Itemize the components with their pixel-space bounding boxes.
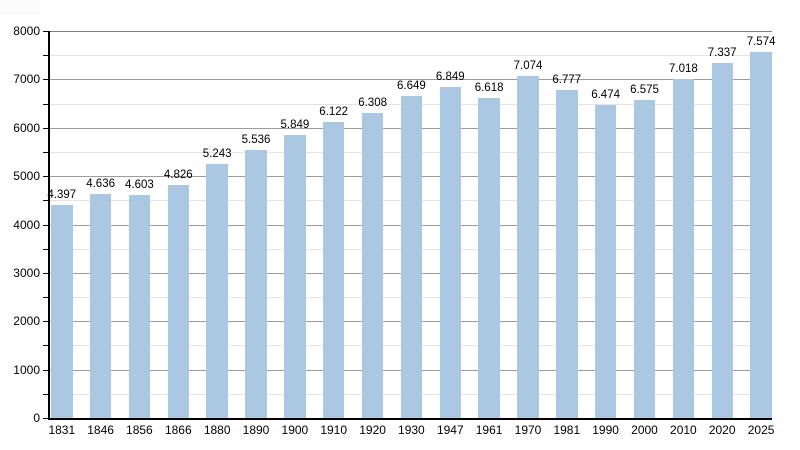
x-axis-label-1970: 1970 xyxy=(514,423,542,437)
y-axis-tick xyxy=(43,345,48,347)
x-axis-label-1947: 1947 xyxy=(436,423,464,437)
x-axis-label-1930: 1930 xyxy=(398,423,425,437)
bar-1890 xyxy=(245,150,267,418)
bar-value-label-1856: 4.603 xyxy=(125,179,154,192)
y-axis-tick xyxy=(43,103,48,105)
bar-1970 xyxy=(517,75,539,418)
bar-1981 xyxy=(556,90,578,418)
bar-1880 xyxy=(206,164,228,418)
bar-value-label-1947: 6.849 xyxy=(435,70,465,83)
y-axis-label: 6000 xyxy=(13,120,40,135)
bar-value-label-2020: 7.337 xyxy=(707,47,737,60)
bar-value-label-2025: 7.574 xyxy=(746,35,776,48)
bar-1856 xyxy=(128,195,151,418)
bar-value-label-2010: 7.018 xyxy=(669,62,698,75)
bar-1831 xyxy=(51,205,73,418)
y-axis-label: 2000 xyxy=(13,314,40,329)
bar-2025 xyxy=(750,51,772,418)
bar-value-label-1866: 4.826 xyxy=(163,168,193,181)
x-axis-label-1866: 1866 xyxy=(164,423,192,437)
y-axis-tick xyxy=(43,272,48,274)
bar-value-label-1910: 6.122 xyxy=(319,105,349,118)
bar-value-label-2000: 6.575 xyxy=(630,83,659,96)
y-axis-tick xyxy=(43,393,48,395)
y-axis-tick xyxy=(43,224,48,226)
x-axis-label-1910: 1910 xyxy=(320,423,348,437)
x-axis-line xyxy=(48,417,772,420)
bar-1947 xyxy=(439,86,461,418)
x-axis-label-1990: 1990 xyxy=(592,423,619,437)
x-axis-label-2000: 2000 xyxy=(631,423,658,437)
y-axis-tick xyxy=(43,369,48,371)
bar-2020 xyxy=(711,63,733,418)
bar-value-label-1920: 6.308 xyxy=(358,96,387,109)
y-axis-tick xyxy=(43,321,48,323)
x-axis-label-1981: 1981 xyxy=(553,423,581,437)
x-axis-label-2025: 2025 xyxy=(747,423,775,437)
bar-1866 xyxy=(167,184,190,418)
bar-value-label-1970: 7.074 xyxy=(513,59,543,72)
y-axis-tick xyxy=(43,176,48,178)
y-axis-tick xyxy=(43,418,48,419)
bar-1920 xyxy=(361,112,384,418)
bar-2010 xyxy=(672,78,695,418)
bar-1990 xyxy=(594,104,617,418)
y-axis-label: 7000 xyxy=(13,72,40,87)
bar-value-label-1990: 6.474 xyxy=(591,88,620,101)
x-axis-label-1961: 1961 xyxy=(475,423,503,437)
x-axis-label-1900: 1900 xyxy=(281,423,309,437)
y-axis-line xyxy=(48,31,50,419)
bar-1930 xyxy=(400,96,423,418)
y-axis-tick xyxy=(43,297,48,299)
x-axis-label-1856: 1856 xyxy=(126,423,153,437)
y-axis-tick xyxy=(43,127,48,129)
bar-value-label-1880: 5.243 xyxy=(202,148,232,161)
x-axis-label-1831: 1831 xyxy=(48,423,76,437)
bar-1900 xyxy=(284,135,306,418)
y-axis-tick xyxy=(43,31,48,32)
bar-value-label-1981: 6.777 xyxy=(552,74,582,87)
y-axis-label: 3000 xyxy=(13,265,40,280)
y-axis-label: 1000 xyxy=(13,362,40,377)
y-axis-label: 0 xyxy=(33,411,40,425)
bar-value-label-1890: 5.536 xyxy=(241,134,271,147)
y-axis-tick xyxy=(43,151,48,153)
bar-1961 xyxy=(478,97,500,418)
bar-1910 xyxy=(322,121,345,418)
bar-2000 xyxy=(633,99,656,418)
x-axis-label-1920: 1920 xyxy=(359,423,386,437)
gridline-minor xyxy=(48,55,772,57)
y-axis-tick xyxy=(43,79,48,81)
corner-artifact xyxy=(0,0,40,15)
gridline-major xyxy=(48,31,772,32)
bar-value-label-1846: 4.636 xyxy=(86,177,115,190)
bar-value-label-1900: 5.849 xyxy=(280,119,310,132)
x-axis-label-1880: 1880 xyxy=(203,423,231,437)
y-axis-label: 4000 xyxy=(13,217,40,232)
bar-1846 xyxy=(89,193,112,418)
x-axis-label-2020: 2020 xyxy=(708,423,736,437)
bar-value-label-1831: 4.397 xyxy=(47,189,77,202)
y-axis-label: 8000 xyxy=(13,24,40,38)
x-axis-label-1846: 1846 xyxy=(87,423,114,437)
y-axis-label: 5000 xyxy=(13,169,40,184)
x-axis-label-2010: 2010 xyxy=(670,423,697,437)
gridline-major xyxy=(48,79,772,81)
y-axis-tick xyxy=(43,55,48,57)
bar-value-label-1961: 6.618 xyxy=(474,81,504,94)
bar-value-label-1930: 6.649 xyxy=(397,80,426,93)
x-axis-label-1890: 1890 xyxy=(242,423,270,437)
y-axis-tick xyxy=(43,248,48,250)
y-axis-tick xyxy=(43,200,48,202)
